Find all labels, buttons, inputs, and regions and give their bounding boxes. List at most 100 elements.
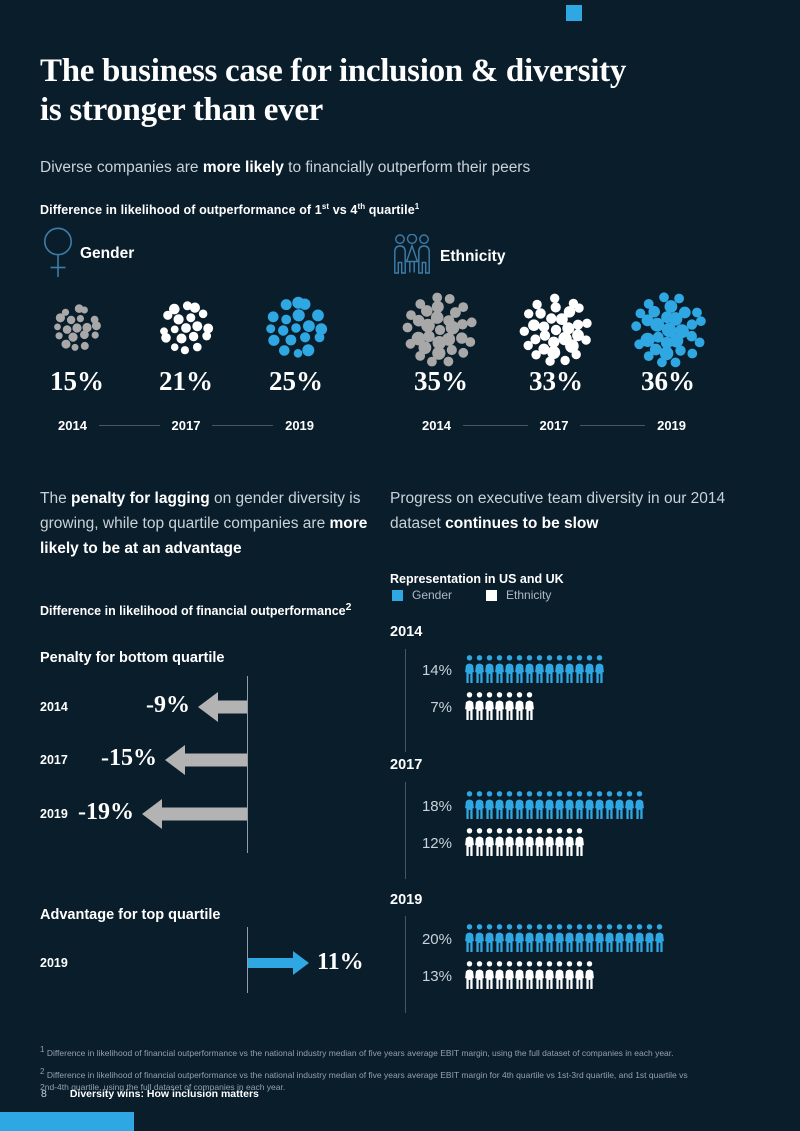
gender-value-2014: 15%	[50, 366, 104, 396]
rep-2019-gender-pictograms	[465, 924, 664, 952]
person-icon	[575, 828, 584, 856]
person-icon	[475, 791, 484, 819]
person-icon	[605, 791, 614, 819]
rep-group-line-2019	[405, 916, 406, 1013]
rep-2014-ethnicity-value: 7%	[430, 699, 452, 716]
person-icon	[515, 924, 524, 952]
person-icon	[515, 655, 524, 683]
footnote-2: 2 Difference in likelihood of financial …	[40, 1066, 688, 1092]
person-icon	[555, 961, 564, 989]
representation-legend: Gender Ethnicity	[392, 588, 585, 602]
person-icon	[595, 791, 604, 819]
legend-label-gender: Gender	[412, 588, 453, 602]
person-icon	[635, 924, 644, 952]
person-icon	[515, 961, 524, 989]
page-number: 8	[41, 1088, 47, 1100]
person-icon	[475, 961, 484, 989]
person-icon	[535, 655, 544, 683]
report-title: Diversity wins: How inclusion matters	[69, 1088, 259, 1100]
ethnicity-value-2017: 33%	[529, 366, 583, 396]
gender-value-2019: 25%	[269, 366, 323, 396]
person-icon	[485, 692, 494, 720]
person-icon	[525, 961, 534, 989]
bottom-accent-strip	[0, 1112, 134, 1131]
person-icon	[585, 791, 594, 819]
person-icon	[545, 828, 554, 856]
rep-year-2017: 2017	[390, 757, 423, 773]
person-icon	[495, 692, 504, 720]
female-symbol-icon	[40, 226, 76, 279]
penalty-arrow-2014	[198, 692, 247, 722]
person-icon	[595, 655, 604, 683]
person-icon	[505, 791, 514, 819]
gender-cluster-2014	[52, 303, 102, 353]
person-icon	[475, 828, 484, 856]
person-icon	[535, 924, 544, 952]
person-icon	[495, 828, 504, 856]
representation-chart-title: Representation in US and UK	[390, 571, 564, 586]
person-icon	[575, 655, 584, 683]
ethnicity-group-label: Ethnicity	[440, 248, 506, 265]
person-icon	[475, 655, 484, 683]
rep-2019-gender-value: 20%	[421, 931, 452, 948]
person-icon	[555, 828, 564, 856]
person-icon	[555, 655, 564, 683]
person-icon	[485, 828, 494, 856]
ethnicity-value-2014: 35%	[414, 366, 468, 396]
person-icon	[465, 924, 474, 952]
page-footer: 8 Diversity wins: How inclusion matters	[41, 1088, 259, 1100]
title-line-1: The business case for inclusion & divers…	[40, 53, 627, 90]
penalty-value-2017: -15%	[101, 745, 157, 771]
person-icon	[505, 961, 514, 989]
person-icon	[485, 924, 494, 952]
person-icon	[575, 961, 584, 989]
person-icon	[655, 924, 664, 952]
person-icon	[485, 961, 494, 989]
person-icon	[505, 924, 514, 952]
person-icon	[625, 924, 634, 952]
penalty-year-2017: 2017	[40, 753, 68, 767]
legend-swatch-ethnicity	[486, 589, 498, 601]
person-icon	[615, 924, 624, 952]
person-icon	[465, 961, 474, 989]
rep-2017-gender-value: 18%	[421, 798, 452, 815]
rep-group-line-2014	[405, 649, 406, 752]
person-icon	[645, 924, 654, 952]
penalty-arrow-2017	[165, 745, 247, 775]
gender-cluster-2017	[158, 300, 215, 357]
person-icon	[595, 924, 604, 952]
penalty-arrow-2019	[142, 799, 247, 829]
person-icon	[475, 924, 484, 952]
penalty-year-2014: 2014	[40, 700, 68, 714]
person-icon	[545, 961, 554, 989]
footnote-1: 1 Difference in likelihood of financial …	[40, 1044, 674, 1058]
person-icon	[505, 692, 514, 720]
person-icon	[505, 828, 514, 856]
person-icon	[585, 655, 594, 683]
person-icon	[485, 655, 494, 683]
left-column-lead-text: The penalty for lagging on gender divers…	[40, 489, 368, 557]
ethnicity-cluster-2014	[402, 292, 478, 368]
gender-group-label: Gender	[80, 245, 135, 262]
people-group-icon	[390, 233, 434, 275]
footnote-marker-1: 1	[414, 202, 420, 212]
person-icon	[515, 791, 524, 819]
person-icon	[555, 924, 564, 952]
exhibit1-heading: Difference in likelihood of outperforman…	[40, 202, 420, 218]
penalty-section-title: Penalty for bottom quartile	[40, 650, 225, 667]
person-icon	[495, 924, 504, 952]
legend-label-ethnicity: Ethnicity	[506, 588, 552, 602]
intro-text: Diverse companies are more likely to fin…	[40, 158, 531, 176]
person-icon	[565, 924, 574, 952]
person-icon	[605, 924, 614, 952]
page-title: The business case for inclusion & divers…	[40, 52, 626, 130]
penalty-axis-line	[247, 676, 248, 853]
person-icon	[495, 655, 504, 683]
person-icon	[495, 961, 504, 989]
top-accent-square	[566, 5, 582, 21]
ethnicity-cluster-2019	[631, 292, 707, 368]
person-icon	[525, 924, 534, 952]
ethnicity-value-2019: 36%	[641, 366, 695, 396]
person-icon	[535, 961, 544, 989]
